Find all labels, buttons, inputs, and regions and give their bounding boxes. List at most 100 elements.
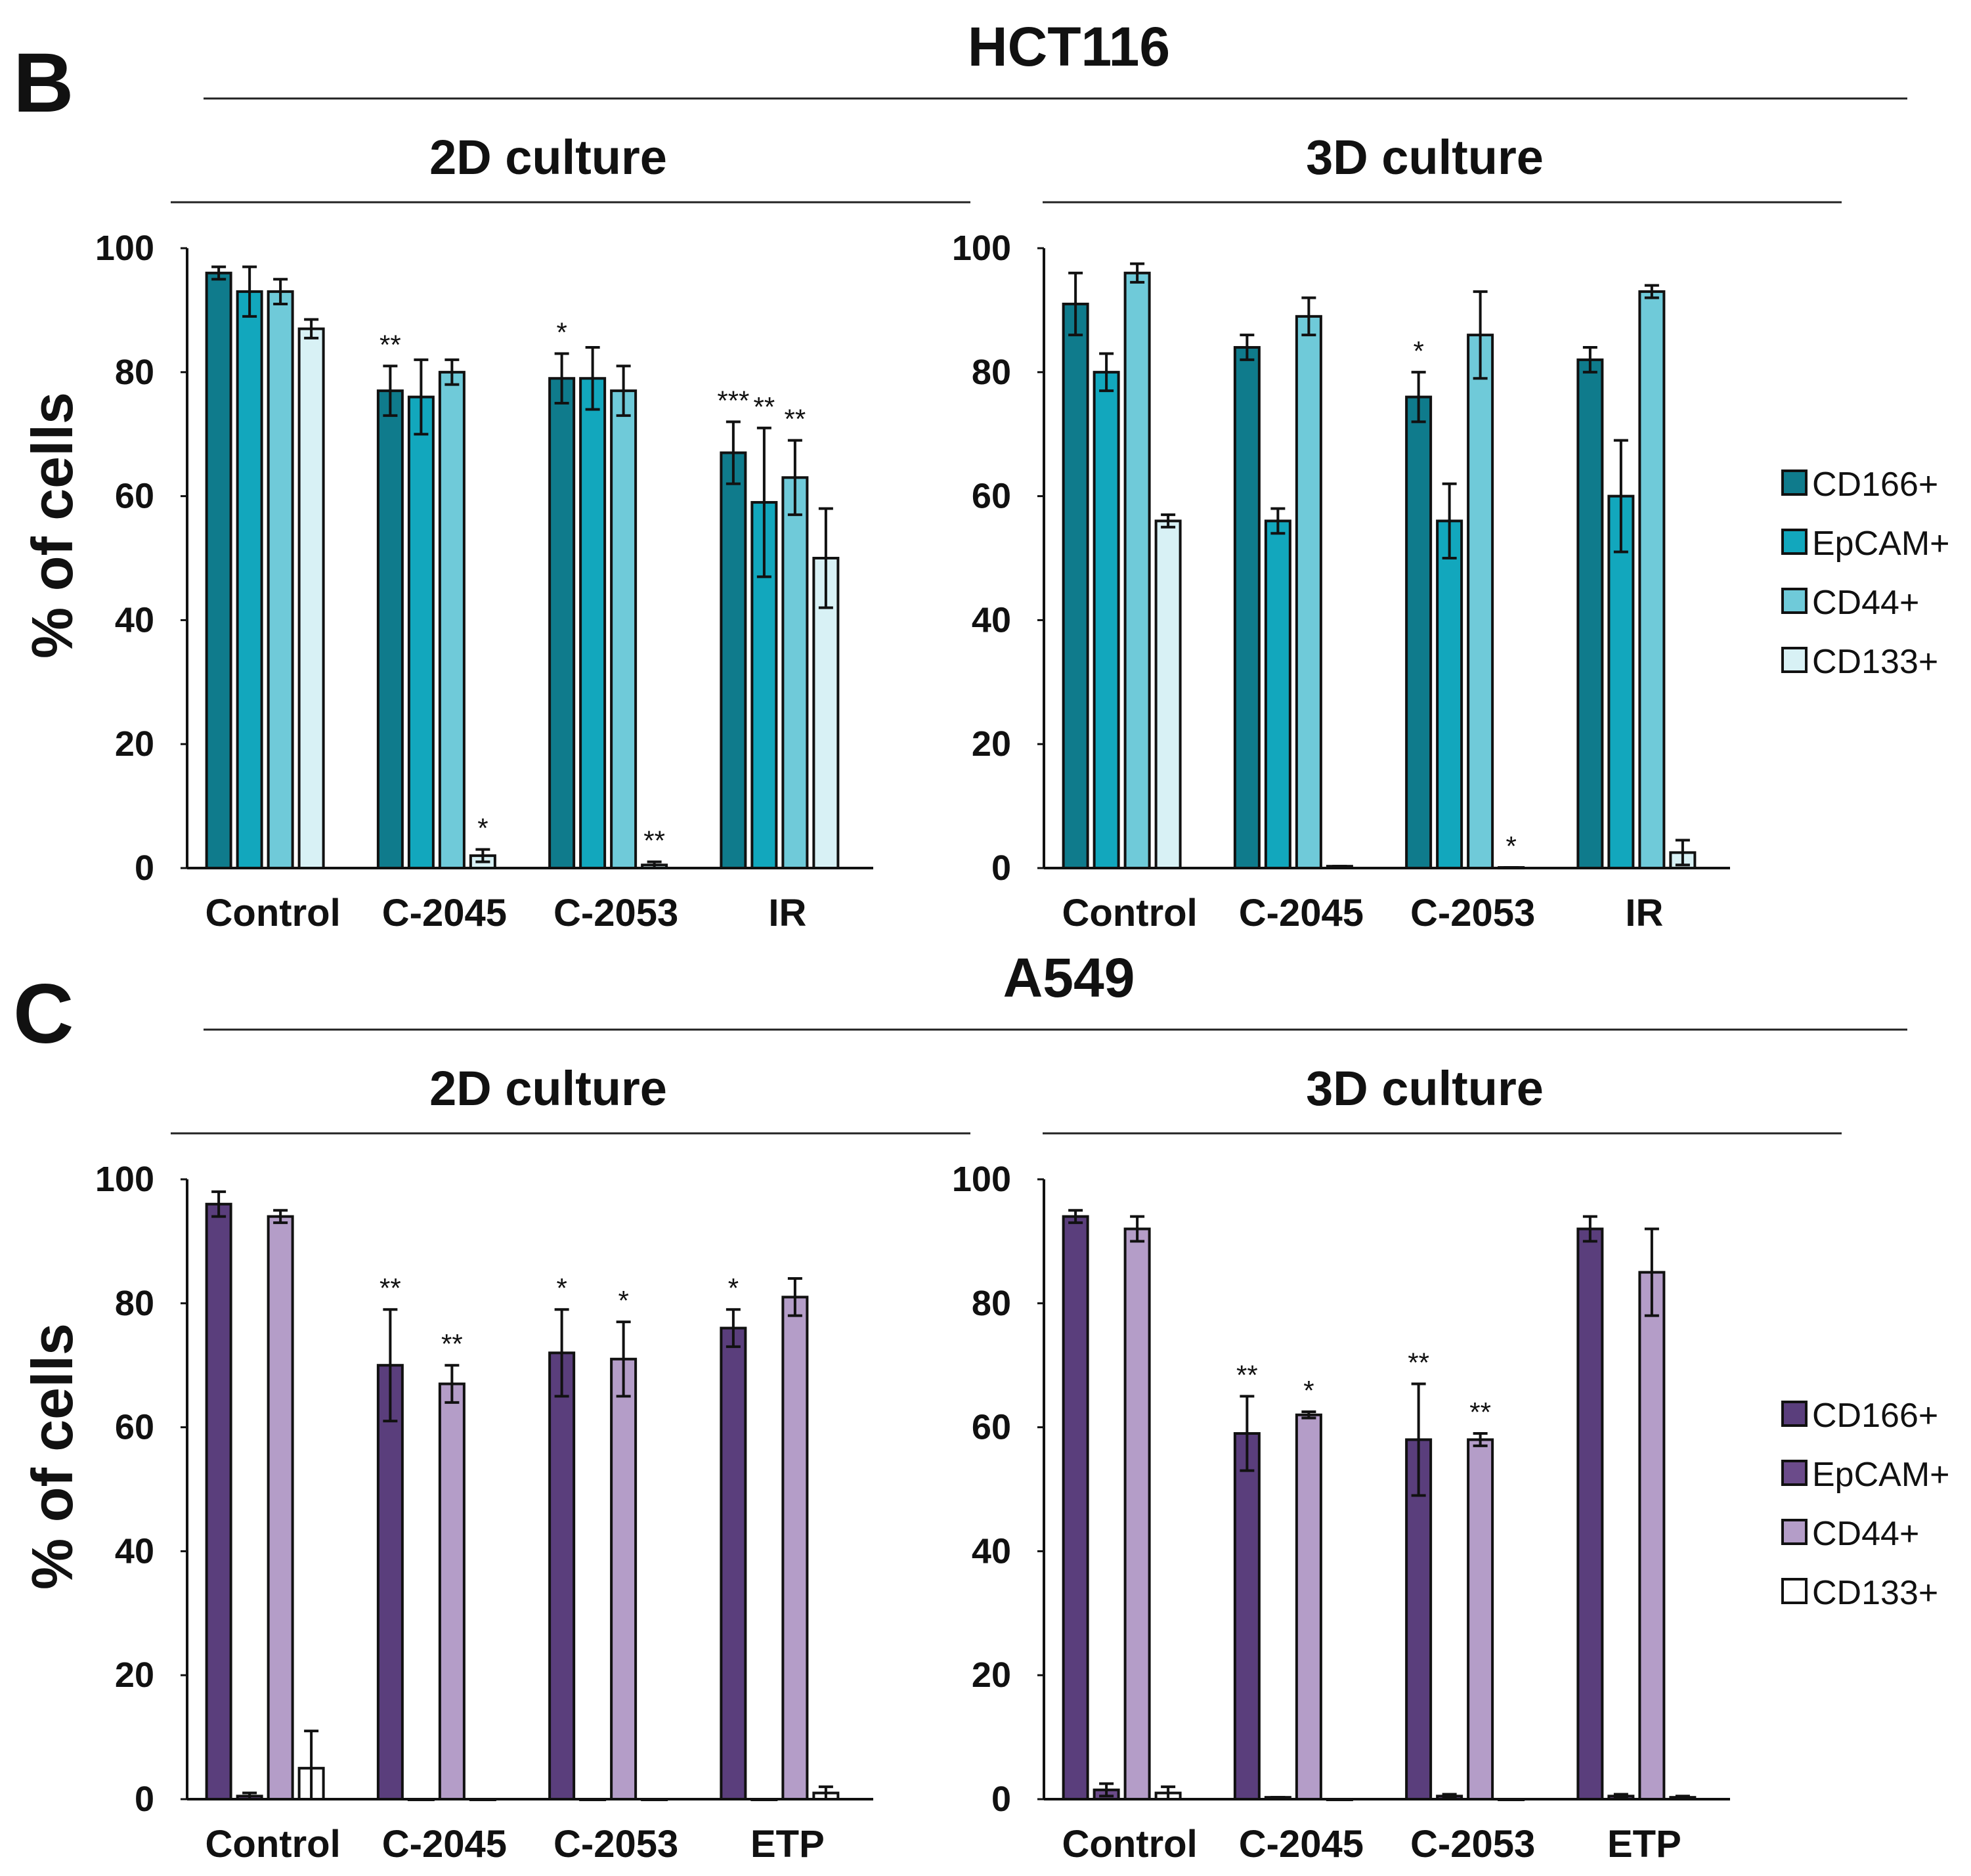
bar (720, 1326, 747, 1801)
y-tick-label: 100 (95, 229, 154, 268)
significance-mark: * (1505, 831, 1516, 862)
y-tick-label: 0 (991, 848, 1011, 888)
legend-label: CD166+ (1812, 1397, 1938, 1435)
bar (610, 1357, 638, 1800)
bar (1467, 1438, 1494, 1800)
y-axis-label: % of cells (20, 392, 85, 659)
y-tick-label: 40 (115, 1531, 154, 1571)
legend-label: CD44+ (1812, 584, 1919, 622)
chart-title: 3D culture (1306, 130, 1544, 185)
chart-title: 2D culture (429, 1061, 667, 1116)
panel-letter: B (13, 36, 74, 130)
bar (579, 1798, 607, 1801)
bar (1576, 358, 1604, 869)
x-tick-label: C-2053 (553, 1823, 678, 1865)
y-tick-label: 0 (135, 1779, 154, 1819)
y-tick-label: 20 (115, 724, 154, 764)
bar (205, 271, 232, 869)
bar (267, 290, 294, 869)
significance-mark: * (556, 316, 567, 347)
y-tick-label: 60 (972, 477, 1011, 516)
significance-mark: *** (717, 385, 749, 416)
bar (1405, 395, 1433, 869)
bar (720, 451, 747, 869)
bar (1638, 1271, 1666, 1800)
x-tick-label: Control (206, 1823, 341, 1865)
chart-title: 3D culture (1306, 1061, 1544, 1116)
bar (376, 1364, 404, 1800)
significance-mark: ** (1236, 1359, 1258, 1390)
legend-label: EpCAM+ (1812, 525, 1950, 563)
bar (236, 290, 263, 869)
legend-swatch (1781, 1401, 1808, 1427)
legend-swatch (1781, 647, 1808, 673)
bar (812, 557, 840, 869)
bar (1233, 346, 1261, 869)
x-tick-label: C-2045 (382, 1823, 507, 1865)
bar (438, 1382, 466, 1800)
legend-swatch (1781, 588, 1808, 614)
x-tick-label: C-2045 (382, 892, 507, 934)
bar (469, 1798, 496, 1801)
legend-label: CD133+ (1812, 643, 1938, 681)
x-tick-label: ETP (1607, 1823, 1681, 1865)
y-axis-label: % of cells (20, 1323, 85, 1590)
legend-swatch (1781, 469, 1808, 496)
y-tick-label: 100 (952, 229, 1011, 268)
bar (1295, 315, 1322, 869)
significance-mark: * (1303, 1375, 1314, 1406)
panel-c: C A549 CD166+ EpCAM+ CD44+ CD133+ 2D culture % … (13, 947, 1950, 1865)
bar (1154, 519, 1182, 869)
y-tick-label: 40 (115, 600, 154, 640)
bar (297, 327, 325, 870)
y-tick-label: 0 (991, 1779, 1011, 1819)
chart-c-2d: 2D culture % of cells 0 20 40 60 80 100 Control C… (20, 1061, 970, 1865)
legend-label: CD44+ (1812, 1515, 1919, 1553)
bar (781, 476, 809, 869)
bar (1467, 334, 1494, 870)
legend-swatch (1781, 529, 1808, 555)
bar (407, 395, 435, 869)
significance-mark: ** (1469, 1397, 1491, 1428)
bar (1638, 290, 1666, 869)
x-tick-label: ETP (750, 1823, 825, 1865)
x-tick-label: IR (768, 892, 806, 934)
significance-mark: ** (379, 329, 401, 360)
y-tick-label: 60 (115, 477, 154, 516)
bar (641, 1798, 668, 1801)
significance-mark: * (477, 813, 488, 844)
bar (1123, 1227, 1151, 1800)
significance-mark: * (728, 1273, 739, 1303)
bar (1498, 1798, 1525, 1801)
y-tick-label: 40 (972, 1531, 1011, 1571)
bar (548, 377, 576, 869)
bar (1062, 302, 1089, 869)
bar (1405, 1438, 1433, 1800)
bar (1062, 1215, 1089, 1800)
bar (1233, 1432, 1261, 1801)
bar (376, 389, 404, 869)
y-tick-label: 40 (972, 600, 1011, 640)
y-tick-label: 100 (952, 1160, 1011, 1199)
y-tick-label: 80 (115, 353, 154, 392)
x-tick-label: IR (1625, 892, 1663, 934)
legend-swatch (1781, 1519, 1808, 1545)
legend-swatch (1781, 1578, 1808, 1604)
bar (1295, 1413, 1322, 1800)
bar (781, 1296, 809, 1800)
x-tick-label: Control (1062, 1823, 1198, 1865)
x-tick-label: C-2053 (553, 892, 678, 934)
cell-line-title: HCT116 (968, 16, 1170, 77)
cell-line-title: A549 (1003, 947, 1135, 1009)
x-tick-label: C-2053 (1410, 1823, 1535, 1865)
bar (205, 1202, 232, 1800)
x-tick-label: C-2053 (1410, 892, 1535, 934)
y-tick-label: 60 (115, 1408, 154, 1447)
y-tick-label: 20 (972, 1655, 1011, 1695)
significance-mark: * (556, 1273, 567, 1303)
bar (548, 1351, 576, 1801)
chart-b-3d: 3D culture 0 20 40 60 80 100 Control C-2045 C-205… (952, 130, 1842, 934)
x-tick-label: C-2045 (1239, 892, 1364, 934)
x-tick-label: Control (206, 892, 341, 934)
significance-mark: ** (441, 1328, 463, 1359)
